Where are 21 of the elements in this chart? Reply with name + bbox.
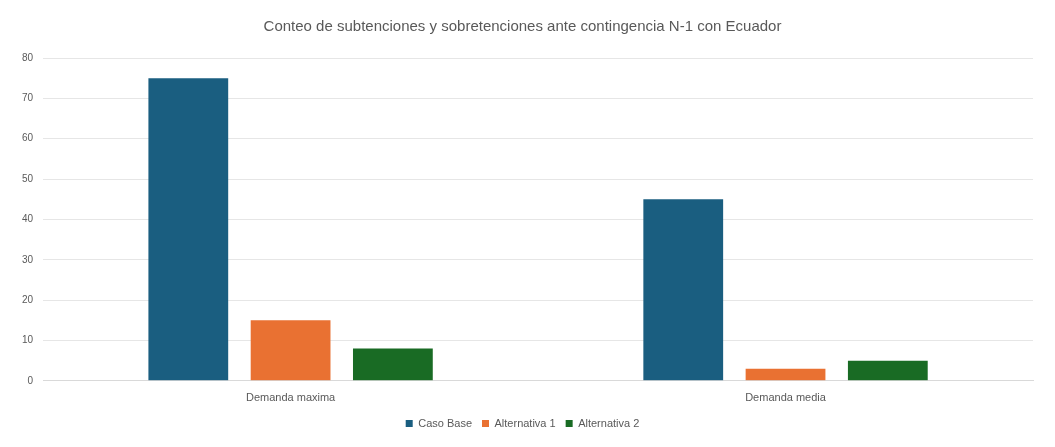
legend-label: Alternativa 2 [578, 416, 640, 429]
bar [352, 348, 433, 381]
y-tick-label: 60 [22, 132, 34, 144]
y-tick-label: 50 [22, 172, 34, 184]
y-tick-label: 80 [22, 51, 34, 63]
legend-label: Alternativa 1 [494, 416, 556, 429]
chart-title: Conteo de subtenciones y sobretenciones ante contingencia N-1 con Ecuador [263, 17, 782, 35]
bar [745, 368, 826, 381]
bar [250, 320, 331, 381]
y-tick-label: 30 [22, 253, 34, 265]
x-tick-label: Demanda maxima [245, 391, 337, 404]
y-tick-label: 70 [22, 92, 34, 104]
y-tick-label: 40 [22, 213, 34, 225]
y-tick-label: 0 [27, 374, 34, 386]
y-tick-label: 10 [22, 334, 34, 346]
x-tick-label: Demanda media [745, 391, 827, 404]
bar [148, 78, 229, 381]
legend-label: Caso Base [418, 416, 473, 429]
bar [643, 199, 724, 381]
y-tick-label: 20 [22, 293, 34, 305]
bar [847, 360, 928, 381]
